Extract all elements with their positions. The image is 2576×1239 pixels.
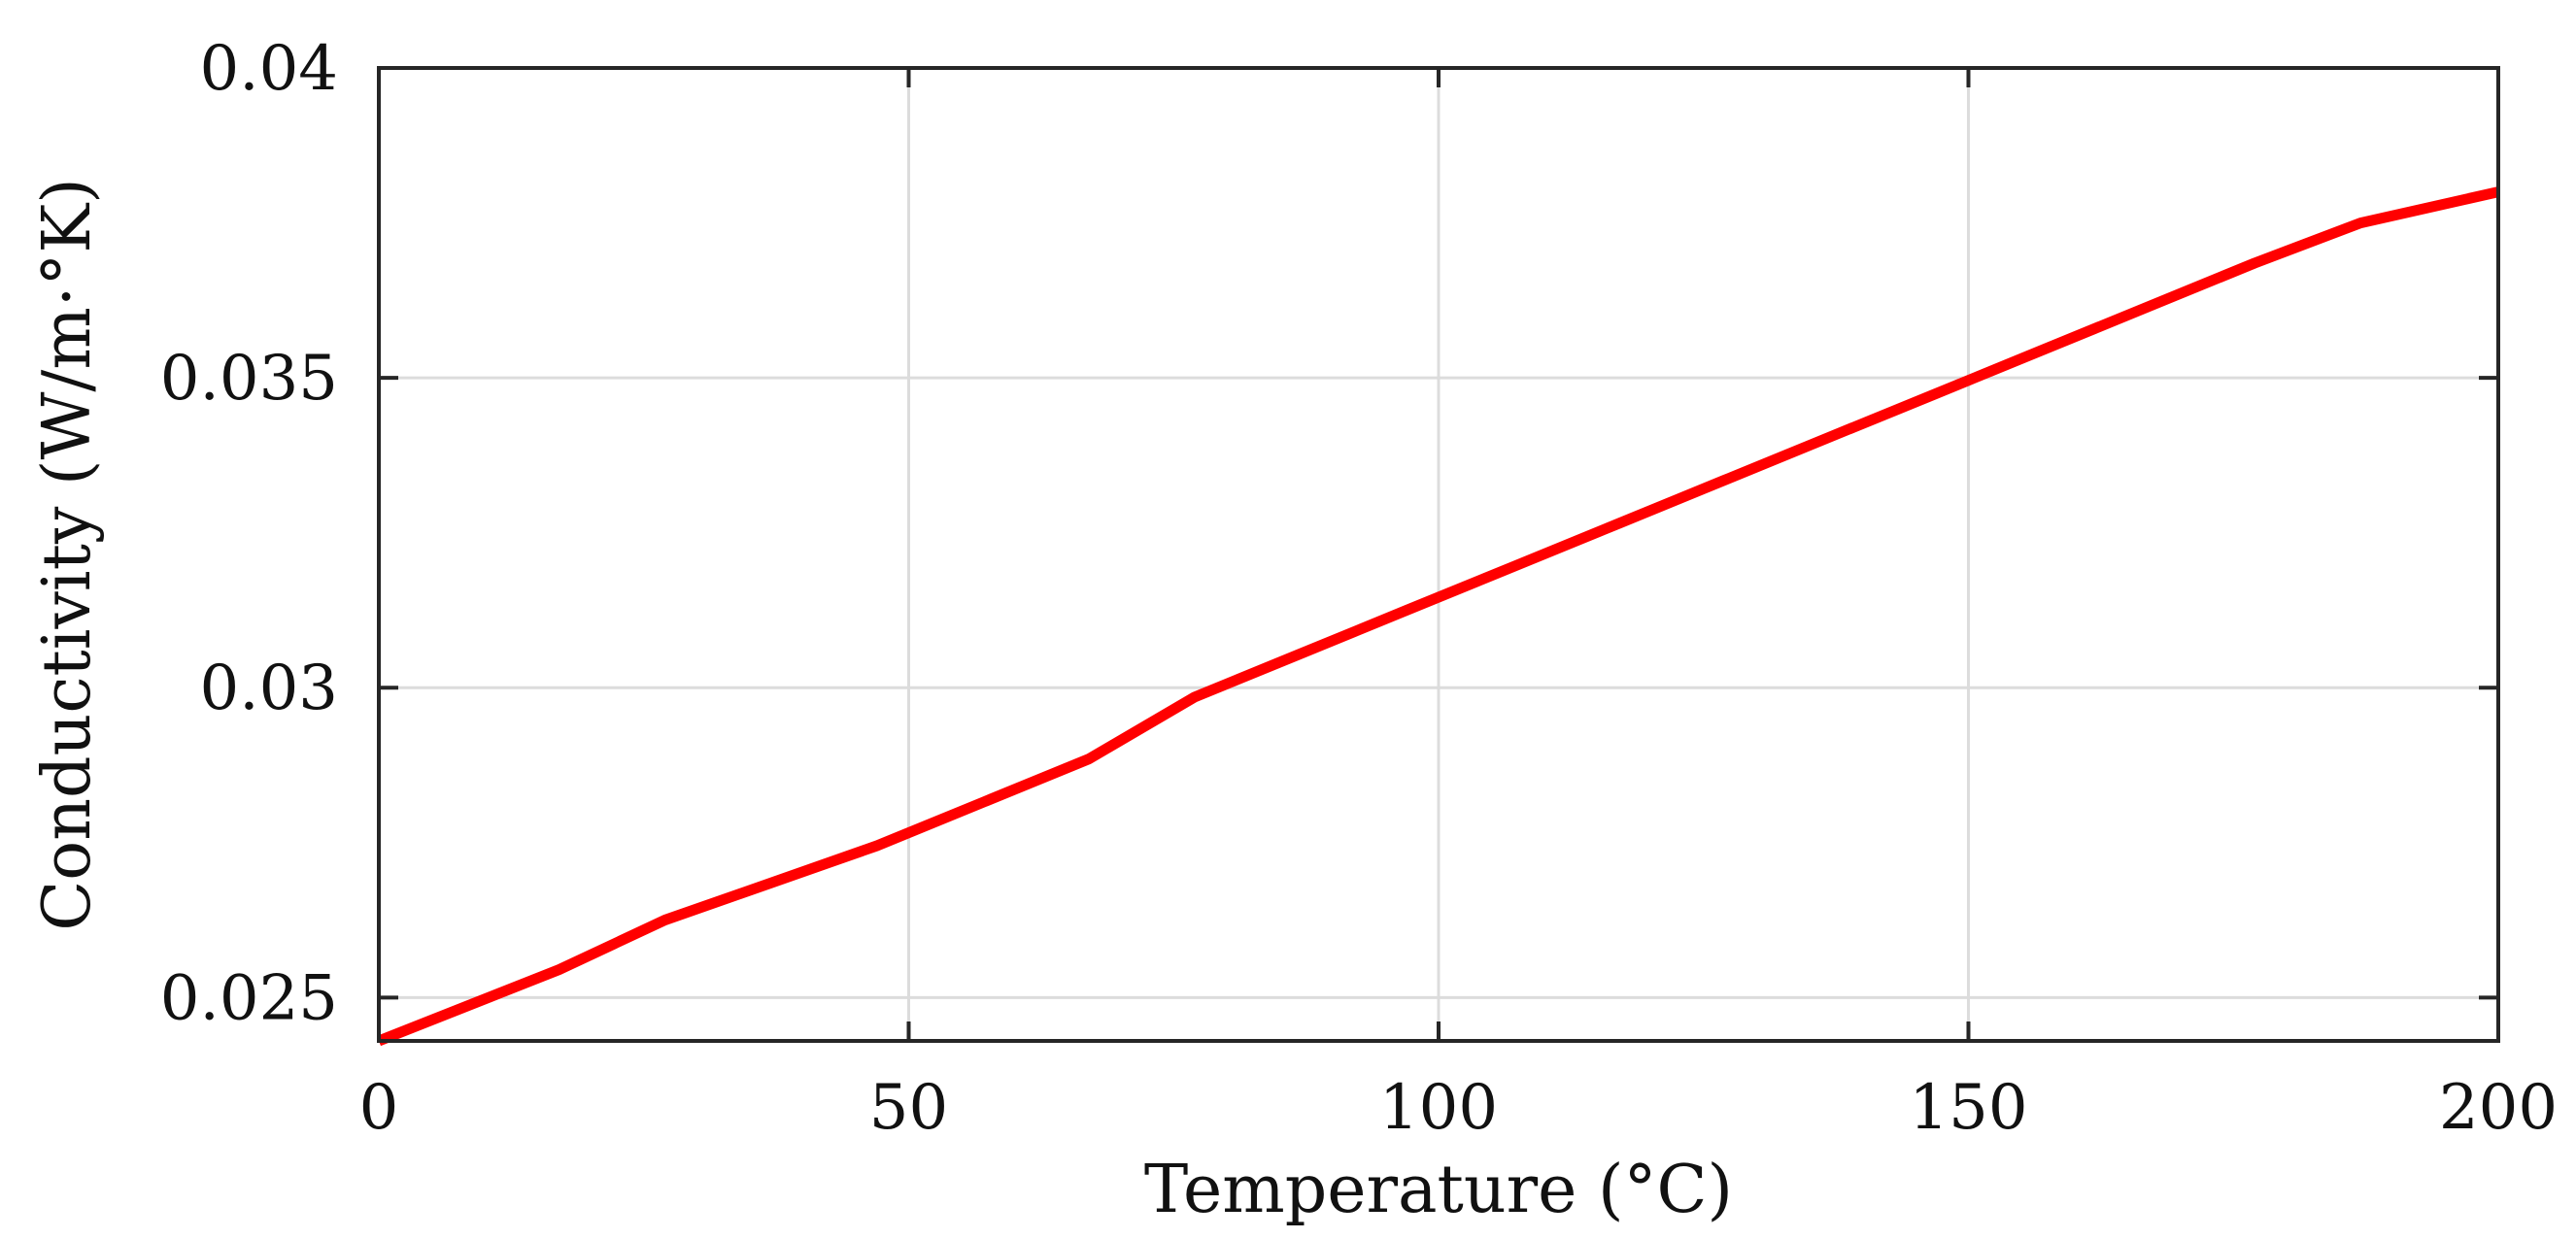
x-tick-label: 50 [869, 1072, 948, 1144]
x-axis-label: Temperature (°C) [1144, 1152, 1733, 1228]
grid-lines [379, 68, 2498, 1041]
y-tick-label: 0.04 [200, 33, 339, 105]
x-tick-label: 0 [359, 1072, 399, 1144]
x-tick-label: 150 [1909, 1072, 2027, 1144]
y-tick-label: 0.03 [200, 653, 339, 724]
y-tick-label: 0.035 [160, 343, 338, 415]
x-tick-label: 100 [1379, 1072, 1498, 1144]
y-axis-label: Conductivity (W/m·°K) [29, 178, 106, 931]
x-tick-label: 200 [2439, 1072, 2558, 1144]
series-layer [376, 186, 2500, 1047]
tick-labels: 0 50 100 150 200 0.025 0.03 0.035 0.04 [160, 33, 2558, 1144]
tick-marks [377, 66, 2500, 1041]
y-tick-label: 0.025 [160, 962, 338, 1034]
series-line-conductivity [376, 186, 2500, 1047]
